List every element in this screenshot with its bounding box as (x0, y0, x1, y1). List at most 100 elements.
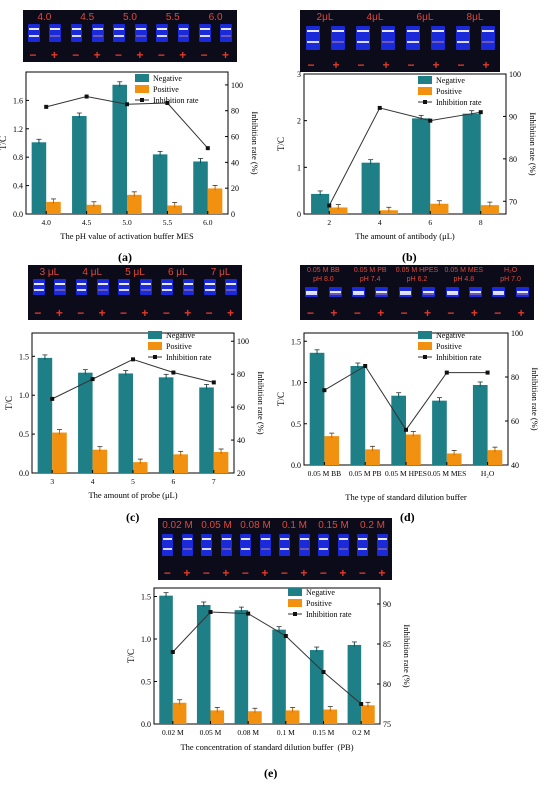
strip-lane (330, 26, 345, 50)
test-band (456, 40, 469, 43)
inhibition-point (211, 380, 216, 385)
x-axis-label: The pH value of activation buffer MES (60, 231, 194, 241)
test-band (377, 547, 387, 550)
test-band (226, 288, 237, 291)
plus-sign: + (339, 566, 347, 580)
y2-tick-label: 100 (231, 81, 243, 90)
legend-marker (153, 355, 157, 359)
x-tick-label: 4 (91, 477, 95, 486)
legend-swatch-positive (148, 342, 162, 350)
inhibition-point (478, 110, 483, 115)
control-band (140, 283, 151, 285)
panel-letter: (d) (400, 510, 415, 524)
bar-positive (92, 449, 108, 473)
test-band (399, 293, 411, 296)
minus-sign: − (353, 306, 361, 320)
test-band (338, 547, 348, 550)
minus-sign: − (34, 306, 42, 320)
test-band (202, 547, 212, 550)
control-band (199, 28, 210, 30)
plus-sign: + (222, 566, 230, 580)
bar-positive (213, 452, 229, 473)
x-axis-label: The amount of antibody (μL) (355, 231, 455, 241)
x-tick-label: 0.15 M (313, 728, 335, 737)
y-tick-label: 1.0 (19, 391, 29, 400)
test-band (199, 35, 210, 38)
y2-axis-label: Inhibition rate (%) (528, 112, 538, 175)
inhibition-point (359, 702, 364, 706)
y-tick-label: 1.2 (13, 125, 23, 134)
y-tick-label: 1.5 (19, 352, 29, 361)
panel-c: 3 μL 4 μL 5 μL 6 μL 7 μL − + − + − + − + − + 0.0 0.5 1.0… (0, 265, 270, 527)
legend-label-positive: Positive (436, 342, 462, 351)
inhibition-point (428, 118, 433, 123)
test-band (204, 288, 215, 291)
bar-positive (46, 201, 61, 214)
y-tick-label: 1.6 (13, 96, 23, 105)
bar-positive (86, 204, 102, 214)
bar-negative (118, 373, 133, 473)
y2-tick-label: 90 (509, 112, 517, 121)
strip-lane (139, 279, 152, 295)
x-tick-label: 5.0 (122, 218, 132, 227)
strip-lane (337, 534, 349, 556)
test-band (306, 293, 318, 296)
plus-sign: + (227, 306, 235, 320)
strip-lane (355, 26, 370, 50)
control-band (183, 283, 194, 285)
x-tick-label: 6.0 (203, 218, 213, 227)
y2-tick-label: 20 (231, 184, 239, 193)
control-band (202, 538, 212, 540)
inhibition-point (327, 203, 332, 208)
strip-lane (455, 26, 470, 50)
bar-negative (361, 162, 380, 214)
bar-negative (158, 377, 174, 473)
test-band (431, 40, 444, 43)
legend-swatch-positive (135, 85, 149, 93)
y2-tick-label: 60 (511, 417, 519, 426)
inhibition-point (170, 650, 175, 654)
test-band (182, 547, 192, 550)
minus-sign: − (72, 48, 80, 62)
y-tick-label: 2 (297, 117, 301, 126)
strip-lane (422, 287, 436, 297)
strip-lane (445, 287, 459, 297)
strip-label: 4.0 (37, 12, 52, 23)
control-band (493, 291, 505, 293)
legend-swatch-negative (135, 74, 149, 82)
x-tick-label: 0.08 M (237, 728, 259, 737)
minus-sign: − (447, 306, 455, 320)
inhibition-point (125, 102, 129, 107)
strip-lane (225, 279, 238, 295)
test-band (469, 293, 482, 296)
strip-lane (220, 534, 232, 556)
strip-lane (198, 24, 211, 42)
bar-negative (391, 395, 406, 465)
minus-sign: − (358, 566, 366, 580)
y-tick-label: 0.0 (13, 210, 23, 219)
legend-label-line: Inhibition rate (436, 98, 482, 107)
bar-negative (78, 372, 93, 473)
y-tick-label: 0 (297, 210, 301, 219)
test-band (481, 40, 494, 43)
panel-letter: (e) (264, 766, 278, 780)
legend-swatch-negative (418, 76, 432, 84)
bar-negative (193, 161, 208, 214)
test-strip-image: 0.05 M BB pH 8.0 0.05 M PB pH 7.4 0.05 M H… (300, 265, 534, 320)
strip-label: 0.05 M HPES pH 6.2 (395, 267, 439, 283)
test-band (157, 35, 168, 38)
strip-lane (156, 24, 169, 42)
control-band (163, 538, 173, 540)
test-band (221, 547, 231, 550)
legend-label-negative: Negative (436, 331, 465, 340)
control-band (280, 538, 290, 540)
x-tick-label: 2 (327, 218, 331, 227)
strip-lane (492, 287, 506, 297)
strip-label: 5 μL (125, 267, 145, 278)
test-band (306, 40, 319, 43)
bar-negative (159, 595, 173, 724)
plus-sign: + (432, 58, 440, 72)
strip-lane (201, 534, 213, 556)
strip-label: 0.1 M (281, 520, 307, 531)
control-band (299, 538, 309, 540)
